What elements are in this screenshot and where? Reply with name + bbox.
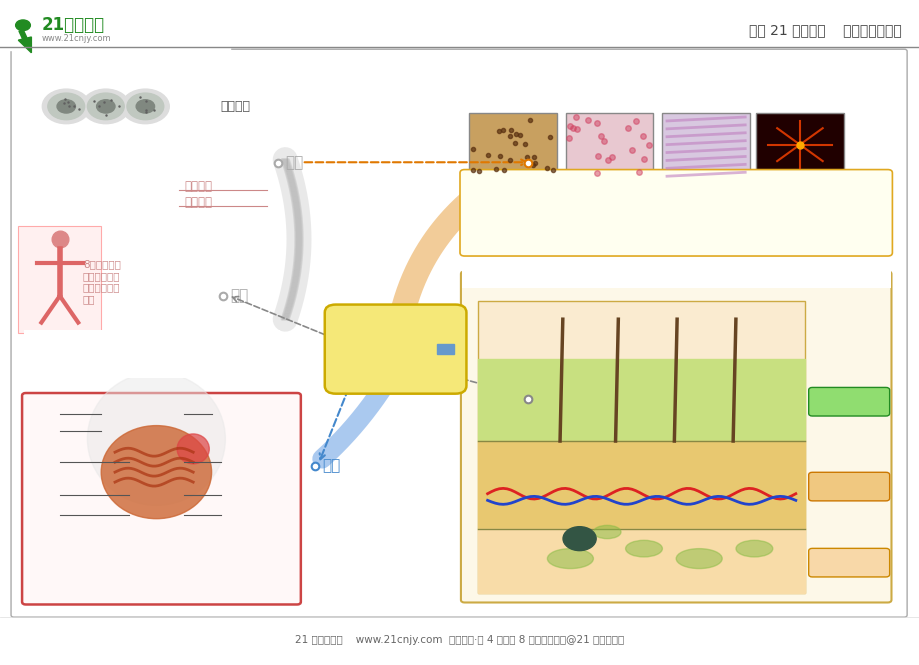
Circle shape bbox=[96, 100, 115, 113]
FancyBboxPatch shape bbox=[460, 170, 891, 256]
FancyBboxPatch shape bbox=[11, 49, 906, 617]
FancyBboxPatch shape bbox=[808, 472, 889, 501]
Text: 人体: 人体 bbox=[230, 289, 248, 303]
Text: 大肠: 大肠 bbox=[39, 490, 51, 501]
FancyBboxPatch shape bbox=[22, 393, 301, 604]
Text: 细胞: 细胞 bbox=[285, 156, 303, 170]
Text: 细胞分裂: 细胞分裂 bbox=[221, 100, 251, 113]
Ellipse shape bbox=[87, 372, 225, 505]
Text: 细胞生长: 细胞生长 bbox=[184, 180, 211, 193]
Text: 【各种器官】如心脏、胃、肝脏、大脑、脾脏、皮肤等: 【各种器官】如心脏、胃、肝脏、大脑、脾脏、皮肤等 bbox=[469, 269, 637, 283]
Text: 21 世纪教育网    www.21cnjy.com  精品资料·第 4 页（共 8 页）版权所有@21 世纪教育网: 21 世纪教育网 www.21cnjy.com 精品资料·第 4 页（共 8 页… bbox=[295, 634, 624, 645]
Text: 小肠: 小肠 bbox=[210, 490, 222, 501]
Text: 肛门: 肛门 bbox=[46, 510, 59, 521]
Bar bbox=[18, 226, 101, 332]
Text: 表皮: 表皮 bbox=[842, 395, 855, 405]
Bar bbox=[469, 113, 556, 176]
Ellipse shape bbox=[101, 426, 211, 519]
FancyBboxPatch shape bbox=[324, 305, 466, 394]
Text: 立毛肌: 立毛肌 bbox=[639, 321, 656, 331]
Text: 结构层次: 结构层次 bbox=[374, 352, 416, 370]
Ellipse shape bbox=[625, 540, 662, 557]
Text: 血管: 血管 bbox=[478, 447, 490, 458]
Text: 21世纪教育: 21世纪教育 bbox=[41, 15, 105, 34]
Text: 脾: 脾 bbox=[46, 473, 52, 484]
Ellipse shape bbox=[675, 549, 721, 569]
Text: 反应痒感的
神经末梢: 反应痒感的 神经末梢 bbox=[478, 342, 507, 363]
Bar bbox=[662, 113, 749, 176]
Text: 人体最大的器官: 人体最大的器官 bbox=[614, 586, 673, 600]
Circle shape bbox=[562, 527, 596, 551]
Circle shape bbox=[136, 100, 154, 113]
Circle shape bbox=[82, 89, 130, 124]
Text: 器官: 器官 bbox=[535, 392, 553, 406]
Circle shape bbox=[121, 89, 169, 124]
Bar bbox=[0, 0, 230, 50]
Circle shape bbox=[57, 100, 75, 113]
Text: 直肠: 直肠 bbox=[210, 510, 222, 521]
Bar bbox=[478, 359, 804, 441]
FancyBboxPatch shape bbox=[808, 549, 889, 577]
Text: 口腔: 口腔 bbox=[46, 408, 59, 419]
Text: 组织: 组织 bbox=[535, 156, 553, 170]
Bar bbox=[755, 113, 843, 176]
Text: 毛: 毛 bbox=[593, 334, 598, 344]
Text: 【系统】能够共同完成一种或几种生
理功能的多个器官，按照一定的顺序
排列在一起构成系统: 【系统】能够共同完成一种或几种生 理功能的多个器官，按照一定的顺序 排列在一起构… bbox=[32, 332, 138, 366]
Text: 皮下组织: 皮下组织 bbox=[835, 556, 861, 566]
Text: 胃: 胃 bbox=[221, 457, 227, 467]
Ellipse shape bbox=[593, 525, 620, 539]
Text: 肝: 肝 bbox=[46, 457, 52, 467]
FancyBboxPatch shape bbox=[808, 388, 889, 416]
Text: 真皮: 真皮 bbox=[842, 480, 855, 490]
Text: 唾液腺: 唾液腺 bbox=[39, 426, 57, 436]
Text: 食道: 食道 bbox=[210, 426, 222, 436]
Bar bbox=[437, 344, 453, 354]
Bar bbox=[478, 441, 804, 529]
FancyBboxPatch shape bbox=[461, 264, 890, 288]
Circle shape bbox=[48, 93, 85, 120]
Circle shape bbox=[127, 93, 164, 120]
Ellipse shape bbox=[547, 549, 593, 569]
Text: 动物体: 动物体 bbox=[379, 332, 412, 350]
FancyBboxPatch shape bbox=[24, 330, 279, 378]
Ellipse shape bbox=[177, 434, 210, 464]
Text: 反应冷感的冷觉小体: 反应冷感的冷觉小体 bbox=[588, 559, 641, 569]
FancyBboxPatch shape bbox=[460, 271, 891, 602]
Circle shape bbox=[87, 93, 124, 120]
Text: 系统: 系统 bbox=[322, 458, 340, 473]
Text: 幽: 幽 bbox=[443, 346, 447, 352]
Text: 皮脂腺: 皮脂腺 bbox=[625, 350, 642, 361]
Text: 登陆 21 世纪教育    助您教考全无忧: 登陆 21 世纪教育 助您教考全无忧 bbox=[748, 23, 901, 37]
Circle shape bbox=[16, 20, 30, 31]
Text: 8系统分工合
作、相互协调
成一个统一的
整体: 8系统分工合 作、相互协调 成一个统一的 整体 bbox=[83, 259, 120, 304]
Text: 汗腺: 汗腺 bbox=[478, 477, 490, 487]
Text: 细胞分化: 细胞分化 bbox=[184, 196, 211, 209]
Text: 感受触觉的
触觉小体: 感受触觉的 触觉小体 bbox=[478, 415, 507, 436]
Text: 咽: 咽 bbox=[221, 408, 227, 419]
Text: 上皮组织：排列紧密、保护、分泌和吸收功能
结缔组织：间隙大、分布广、运输和支持功能
肌肉组织：能收缩和舒缩，心肌、平滑肌、骨骼肌
神经组织：放射状，接受刺激、产: 上皮组织：排列紧密、保护、分泌和吸收功能 结缔组织：间隙大、分布广、运输和支持功… bbox=[469, 176, 600, 227]
FancyArrow shape bbox=[18, 30, 31, 53]
Text: 毛囊: 毛囊 bbox=[524, 559, 536, 569]
Ellipse shape bbox=[735, 540, 772, 557]
Circle shape bbox=[42, 89, 90, 124]
FancyBboxPatch shape bbox=[478, 301, 804, 593]
Bar bbox=[565, 113, 652, 176]
Text: 反应热感的热敏小体: 反应热感的热敏小体 bbox=[708, 559, 760, 569]
Text: www.21cnjy.com: www.21cnjy.com bbox=[41, 34, 111, 43]
Bar bbox=[478, 529, 804, 593]
Text: 【消化系统】分消化道和消化腺: 【消化系统】分消化道和消化腺 bbox=[46, 588, 139, 598]
Text: 脂肪: 脂肪 bbox=[478, 503, 490, 514]
